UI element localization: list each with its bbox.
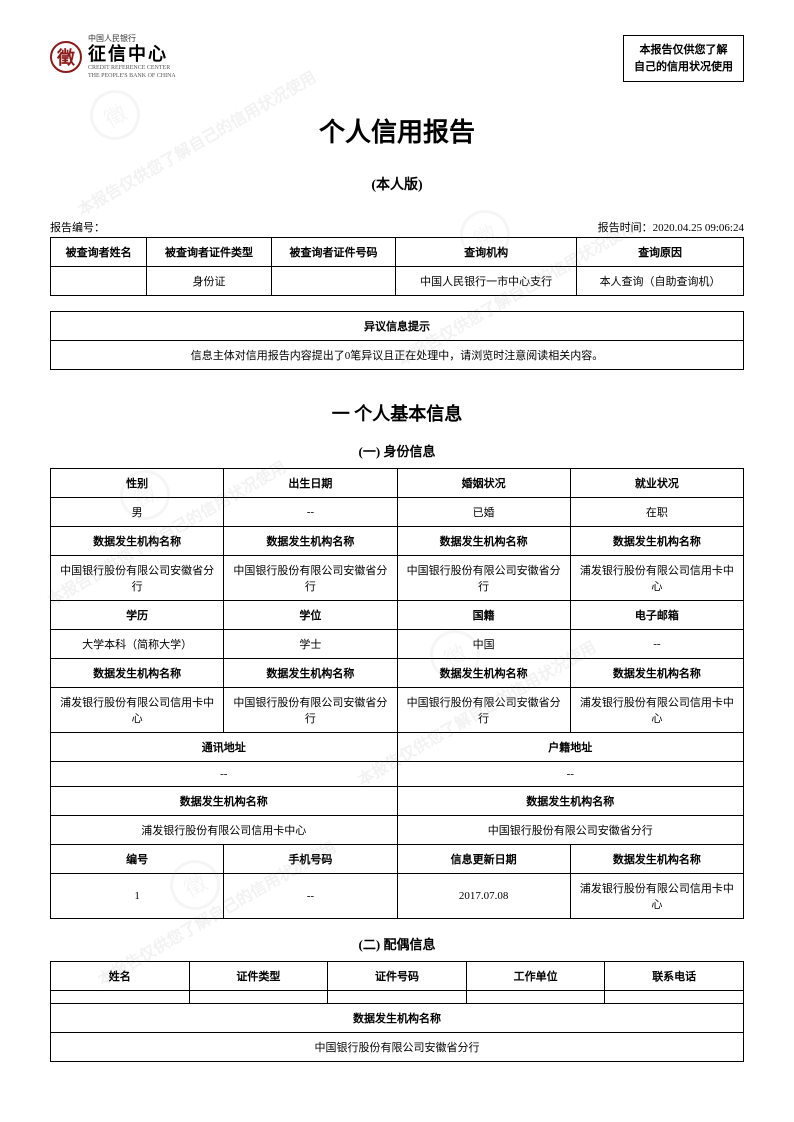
id-cell: 1 bbox=[51, 874, 224, 919]
id-cell: 浦发银行股份有限公司信用卡中心 bbox=[51, 688, 224, 733]
id-header: 数据发生机构名称 bbox=[51, 527, 224, 556]
id-header: 数据发生机构名称 bbox=[51, 659, 224, 688]
spouse-header: 证件号码 bbox=[328, 962, 467, 991]
id-cell: 浦发银行股份有限公司信用卡中心 bbox=[570, 556, 743, 601]
id-header: 通讯地址 bbox=[51, 733, 398, 762]
id-cell: 浦发银行股份有限公司信用卡中心 bbox=[570, 874, 743, 919]
id-header: 就业状况 bbox=[570, 469, 743, 498]
query-cell bbox=[271, 267, 395, 296]
spouse-header: 证件类型 bbox=[189, 962, 328, 991]
id-header: 国籍 bbox=[397, 601, 570, 630]
logo-main-text: 征信中心 bbox=[88, 45, 176, 63]
query-header: 被查询者姓名 bbox=[51, 238, 147, 267]
report-title: 个人信用报告 bbox=[50, 112, 744, 149]
id-cell: 大学本科（简称大学） bbox=[51, 630, 224, 659]
id-header: 学位 bbox=[224, 601, 397, 630]
spouse-cell: 中国银行股份有限公司安徽省分行 bbox=[51, 1033, 744, 1062]
query-header: 查询机构 bbox=[396, 238, 577, 267]
id-header: 手机号码 bbox=[224, 845, 397, 874]
id-cell: 中国银行股份有限公司安徽省分行 bbox=[224, 688, 397, 733]
id-header: 学历 bbox=[51, 601, 224, 630]
meta-row: 报告编号： 报告时间：2020.04.25 09:06:24 bbox=[50, 219, 744, 235]
id-cell: -- bbox=[51, 762, 398, 787]
id-header: 信息更新日期 bbox=[397, 845, 570, 874]
spouse-table: 姓名 证件类型 证件号码 工作单位 联系电话 数据发生机构名称 中国银行股份有限… bbox=[50, 961, 744, 1062]
header: 徵 中国人民银行 征信中心 CREDIT REFERENCE CENTER TH… bbox=[50, 35, 744, 82]
logo-top-text: 中国人民银行 bbox=[88, 35, 176, 43]
id-header: 出生日期 bbox=[224, 469, 397, 498]
query-header: 被查询者证件类型 bbox=[147, 238, 271, 267]
id-header: 数据发生机构名称 bbox=[570, 659, 743, 688]
id-header: 编号 bbox=[51, 845, 224, 874]
id-cell: 已婚 bbox=[397, 498, 570, 527]
id-cell: 中国银行股份有限公司安徽省分行 bbox=[397, 556, 570, 601]
spouse-cell bbox=[51, 991, 190, 1004]
id-cell: 浦发银行股份有限公司信用卡中心 bbox=[570, 688, 743, 733]
id-cell: 中国银行股份有限公司安徽省分行 bbox=[397, 688, 570, 733]
logo-sub-text-2: THE PEOPLE'S BANK OF CHINA bbox=[88, 73, 176, 79]
id-header: 户籍地址 bbox=[397, 733, 744, 762]
logo: 徵 中国人民银行 征信中心 CREDIT REFERENCE CENTER TH… bbox=[50, 35, 176, 79]
spouse-cell bbox=[189, 991, 328, 1004]
id-header: 性别 bbox=[51, 469, 224, 498]
id-header: 数据发生机构名称 bbox=[570, 845, 743, 874]
id-cell: -- bbox=[397, 762, 744, 787]
credit-center-icon: 徵 bbox=[50, 41, 82, 73]
id-header: 婚姻状况 bbox=[397, 469, 570, 498]
id-cell: 中国银行股份有限公司安徽省分行 bbox=[51, 556, 224, 601]
id-header: 电子邮箱 bbox=[570, 601, 743, 630]
subsection-1-1-title: (一) 身份信息 bbox=[50, 441, 744, 460]
id-header: 数据发生机构名称 bbox=[51, 787, 398, 816]
identity-table: 性别 出生日期 婚姻状况 就业状况 男 -- 已婚 在职 数据发生机构名称 数据… bbox=[50, 468, 744, 919]
id-cell: -- bbox=[224, 874, 397, 919]
id-cell: -- bbox=[570, 630, 743, 659]
spouse-header: 姓名 bbox=[51, 962, 190, 991]
dispute-table: 异议信息提示 信息主体对信用报告内容提出了0笔异议且正在处理中，请浏览时注意阅读… bbox=[50, 311, 744, 370]
id-cell: 中国银行股份有限公司安徽省分行 bbox=[224, 556, 397, 601]
id-cell: 2017.07.08 bbox=[397, 874, 570, 919]
subsection-1-2-title: (二) 配偶信息 bbox=[50, 934, 744, 953]
report-subtitle: (本人版) bbox=[50, 174, 744, 194]
spouse-header: 工作单位 bbox=[466, 962, 605, 991]
id-header: 数据发生机构名称 bbox=[397, 659, 570, 688]
spouse-cell bbox=[605, 991, 744, 1004]
id-header: 数据发生机构名称 bbox=[224, 527, 397, 556]
dispute-header: 异议信息提示 bbox=[51, 312, 744, 341]
notice-box: 本报告仅供您了解 自己的信用状况使用 bbox=[623, 35, 744, 82]
dispute-content: 信息主体对信用报告内容提出了0笔异议且正在处理中，请浏览时注意阅读相关内容。 bbox=[51, 341, 744, 370]
spouse-cell bbox=[328, 991, 467, 1004]
query-header: 查询原因 bbox=[577, 238, 744, 267]
query-cell: 身份证 bbox=[147, 267, 271, 296]
spouse-cell bbox=[466, 991, 605, 1004]
query-header: 被查询者证件号码 bbox=[271, 238, 395, 267]
report-no: 报告编号： bbox=[50, 219, 105, 235]
id-cell: -- bbox=[224, 498, 397, 527]
query-cell: 中国人民银行一市中心支行 bbox=[396, 267, 577, 296]
spouse-header: 数据发生机构名称 bbox=[51, 1004, 744, 1033]
id-header: 数据发生机构名称 bbox=[570, 527, 743, 556]
id-cell: 在职 bbox=[570, 498, 743, 527]
id-cell: 男 bbox=[51, 498, 224, 527]
id-cell: 中国 bbox=[397, 630, 570, 659]
query-cell bbox=[51, 267, 147, 296]
id-header: 数据发生机构名称 bbox=[397, 527, 570, 556]
query-cell: 本人查询（自助查询机） bbox=[577, 267, 744, 296]
section-1-title: 一 个人基本信息 bbox=[50, 400, 744, 426]
notice-line-1: 本报告仅供您了解 bbox=[634, 42, 733, 59]
query-table: 被查询者姓名 被查询者证件类型 被查询者证件号码 查询机构 查询原因 身份证 中… bbox=[50, 237, 744, 296]
spouse-header: 联系电话 bbox=[605, 962, 744, 991]
id-cell: 学士 bbox=[224, 630, 397, 659]
id-cell: 浦发银行股份有限公司信用卡中心 bbox=[51, 816, 398, 845]
id-header: 数据发生机构名称 bbox=[224, 659, 397, 688]
id-header: 数据发生机构名称 bbox=[397, 787, 744, 816]
notice-line-2: 自己的信用状况使用 bbox=[634, 59, 733, 76]
report-time: 报告时间：2020.04.25 09:06:24 bbox=[598, 219, 744, 235]
logo-sub-text-1: CREDIT REFERENCE CENTER bbox=[88, 65, 176, 71]
id-cell: 中国银行股份有限公司安徽省分行 bbox=[397, 816, 744, 845]
